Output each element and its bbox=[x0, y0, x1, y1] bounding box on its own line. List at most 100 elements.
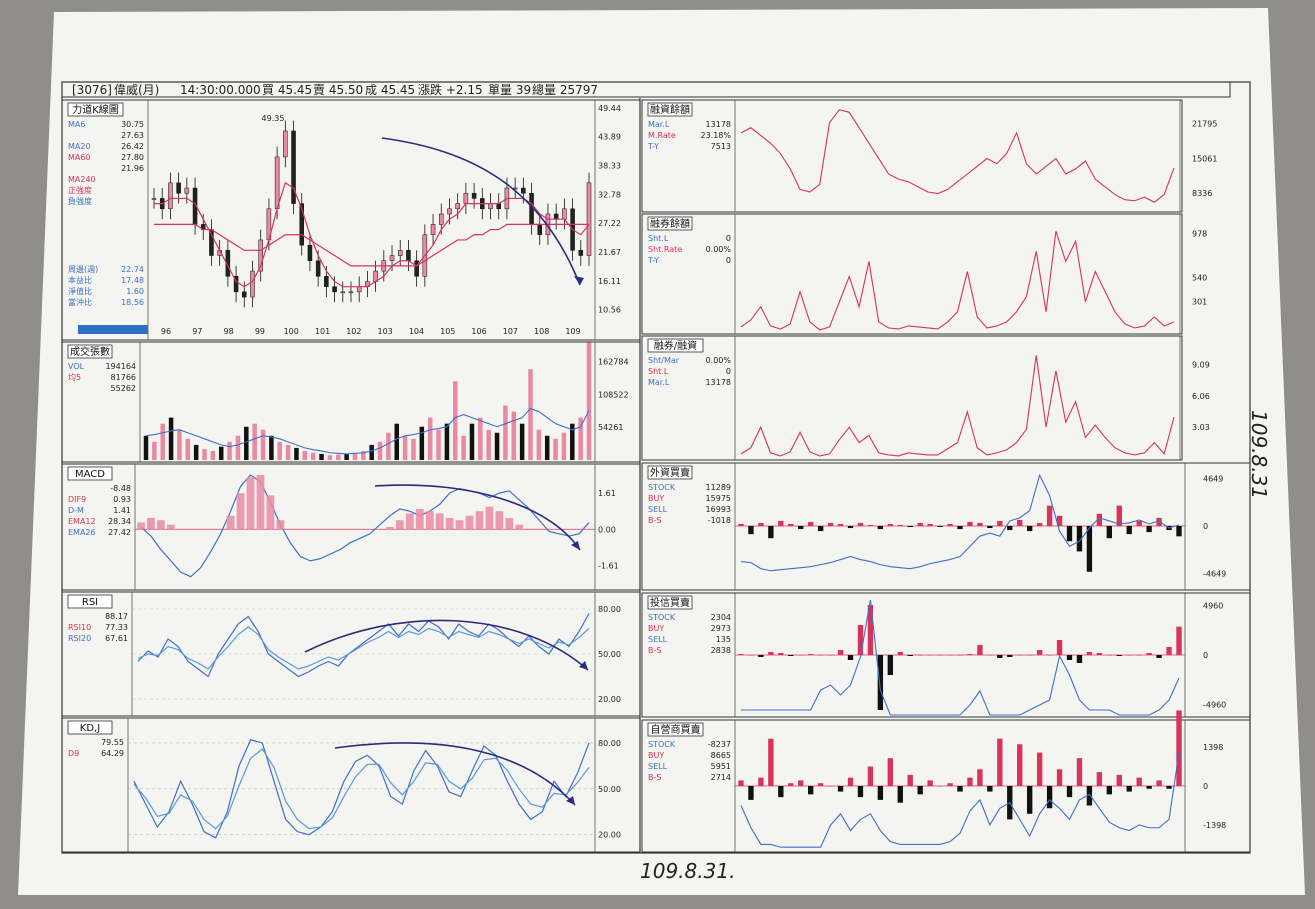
rsi-legend-value: 77.33 bbox=[105, 623, 128, 632]
short_margin_ratio-legend-value: 0 bbox=[726, 367, 731, 376]
price-y-tick: 32.78 bbox=[598, 190, 621, 199]
price-panel: 力道K線圖 MA6 30.75 27.63 MA20 26.42 MA60 27.80 21.9… bbox=[61, 99, 641, 341]
foreign-panel: 外資買賣 STOCK 11289 BUY 15975 SELL 16993 B-S -1018 4… bbox=[641, 462, 1251, 591]
dealer-bar bbox=[997, 738, 1003, 786]
volume-bar bbox=[427, 417, 433, 460]
price-x-label: 105 bbox=[440, 327, 455, 336]
trust-bar bbox=[1036, 650, 1043, 655]
short-panel: 融券餘額 Sht.L 0 Sht.Rate 0.00% T-Y 0 978 540 301 bbox=[641, 213, 1207, 335]
price-x-label: 97 bbox=[192, 327, 202, 336]
foreign-bar bbox=[927, 523, 933, 526]
short-frame bbox=[641, 213, 1183, 335]
volume-bar bbox=[478, 417, 483, 460]
trust-bar bbox=[907, 655, 913, 656]
trust-bar bbox=[927, 655, 933, 656]
price-x-label: 106 bbox=[471, 327, 486, 336]
trust-bar bbox=[1046, 655, 1053, 656]
trust-bar bbox=[867, 605, 874, 655]
dealer-legend-value: 5951 bbox=[711, 762, 731, 771]
trust-bar bbox=[847, 655, 854, 660]
foreign-bar bbox=[798, 526, 804, 530]
dealer-bar bbox=[768, 738, 774, 786]
foreign-frame bbox=[641, 462, 1251, 591]
arrow-head-rsi bbox=[579, 661, 588, 670]
dealer-bar bbox=[1146, 786, 1152, 789]
short_margin_ratio-series-line bbox=[740, 355, 1175, 457]
trust-bar bbox=[758, 655, 764, 657]
volume-legend-value: 55262 bbox=[111, 384, 136, 393]
volume-bar bbox=[419, 426, 425, 460]
dealer-bar bbox=[748, 786, 754, 800]
foreign-y-tick: 4649 bbox=[1203, 475, 1223, 484]
macd-osc-bar bbox=[405, 513, 414, 530]
unit-volume: 單量 39 bbox=[488, 83, 531, 97]
foreign-bar bbox=[997, 520, 1003, 526]
dealer-legend-name: STOCK bbox=[648, 740, 676, 749]
foreign-bar bbox=[758, 522, 764, 526]
trust-bar bbox=[1176, 626, 1182, 655]
volume-bar bbox=[444, 423, 450, 460]
price-candle bbox=[324, 276, 329, 287]
rsi-series-line bbox=[137, 613, 590, 678]
stock-code: [3076] bbox=[72, 83, 112, 97]
foreign-bar bbox=[827, 522, 834, 526]
volume-frame bbox=[61, 341, 641, 463]
price-candle bbox=[274, 156, 280, 210]
volume-bar bbox=[344, 453, 349, 460]
dealer-bar bbox=[1036, 752, 1043, 786]
price-stat-value: 18.56 bbox=[121, 298, 144, 307]
volume-legend-value: 194164 bbox=[105, 362, 136, 371]
macd-osc-bar bbox=[137, 522, 145, 530]
price-series-line bbox=[154, 181, 590, 288]
dealer-bar bbox=[837, 786, 844, 792]
trust-bar bbox=[1106, 655, 1112, 656]
dealer-bar bbox=[778, 786, 784, 798]
macd-legend-name: DIF9 bbox=[68, 495, 86, 504]
arrow-kdj bbox=[334, 742, 576, 806]
rsi-frame bbox=[61, 591, 641, 717]
macd-title: MACD bbox=[75, 469, 105, 480]
dealer-bar bbox=[1027, 786, 1033, 814]
rsi-title-box bbox=[67, 594, 113, 609]
trust-frame bbox=[641, 592, 1251, 718]
price-y-tick: 49.44 bbox=[598, 104, 621, 113]
foreign-legend-value: 16993 bbox=[706, 505, 731, 514]
price-candle bbox=[488, 203, 493, 210]
price-stat-name: 淨值比 bbox=[68, 286, 92, 296]
volume-bar bbox=[202, 449, 207, 460]
trust-bar bbox=[808, 654, 814, 655]
foreign-y-tick: -4649 bbox=[1203, 569, 1226, 578]
volume-bar bbox=[469, 423, 475, 460]
price-candle bbox=[340, 291, 346, 294]
trust-bar bbox=[877, 655, 884, 710]
dealer-legend-name: BUY bbox=[648, 751, 664, 760]
arrow-head-kdj bbox=[566, 796, 575, 805]
volume-bar bbox=[210, 450, 216, 460]
macd-legend-value: -8.48 bbox=[110, 484, 131, 493]
trust-bar bbox=[1126, 655, 1132, 656]
volume-bar bbox=[152, 441, 157, 460]
volume-panel: 成交張數 VOL 194164 均5 81766 55262 162784 108522 542… bbox=[61, 341, 641, 463]
rsi-legend-value: 88.17 bbox=[105, 612, 128, 621]
volume-bar bbox=[269, 435, 274, 460]
total-volume: 總量 25797 bbox=[532, 82, 598, 97]
macd-series-line bbox=[140, 474, 590, 578]
volume-bar bbox=[319, 453, 324, 460]
volume-bar bbox=[327, 455, 333, 460]
volume-bar bbox=[277, 441, 282, 460]
margin-frame bbox=[641, 99, 1183, 213]
rsi-title: RSI bbox=[82, 597, 98, 608]
margin-legend-name: Mar.L bbox=[648, 120, 670, 129]
arrow-price bbox=[381, 137, 581, 286]
price-candle bbox=[496, 203, 501, 210]
price-x-label: 96 bbox=[161, 327, 171, 336]
bid-price: 買 45.45 bbox=[262, 83, 312, 97]
dealer-bar bbox=[1017, 744, 1023, 786]
volume-bar bbox=[352, 452, 358, 460]
trust-legend-name: B-S bbox=[648, 646, 661, 655]
macd-legend-value: 1.41 bbox=[113, 506, 131, 515]
short-y-tick: 540 bbox=[1192, 274, 1207, 283]
dealer-bar bbox=[987, 786, 993, 792]
dealer-bar bbox=[808, 786, 814, 795]
price-legend-name: MA60 bbox=[68, 153, 91, 162]
